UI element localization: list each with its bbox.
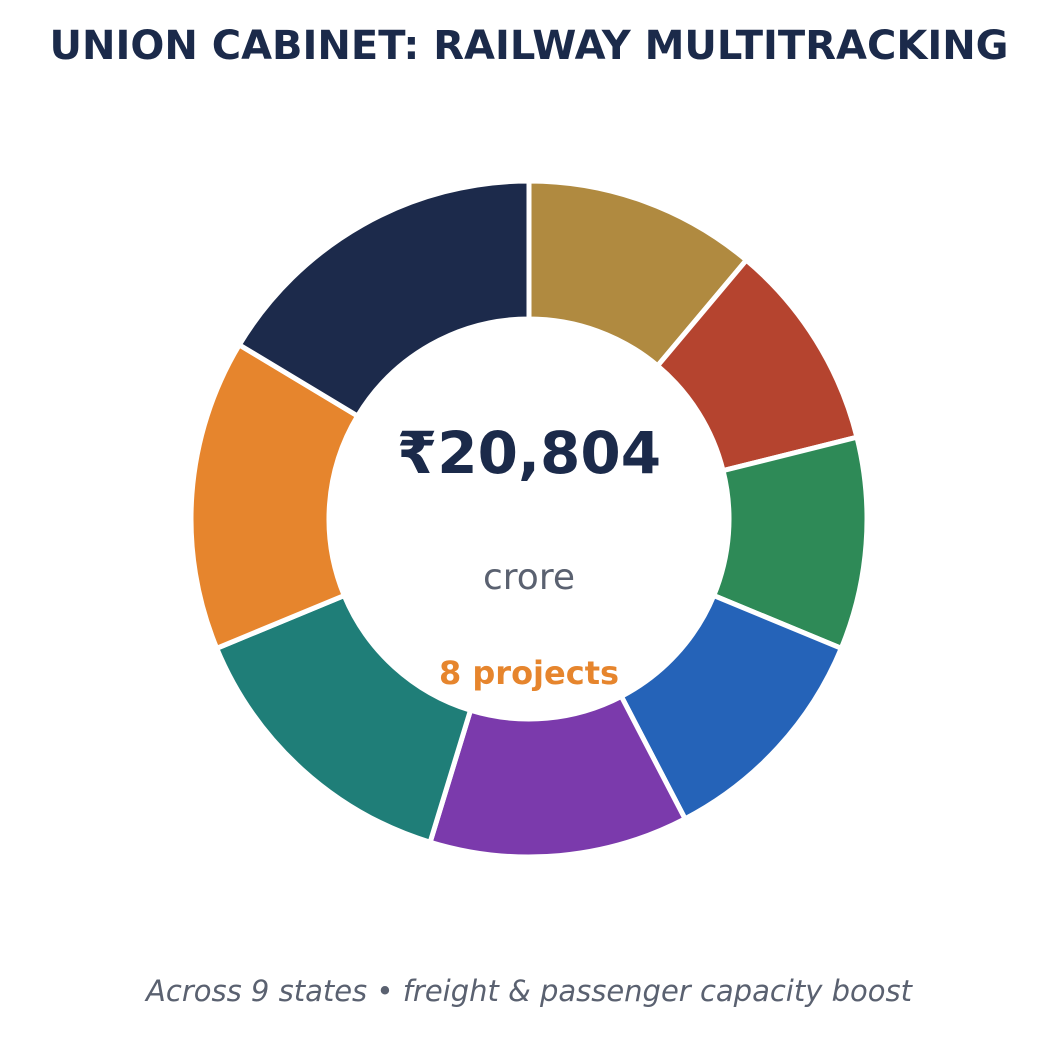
center-unit: crore bbox=[483, 557, 575, 598]
donut-slice bbox=[213, 592, 474, 846]
footer: Across 9 states • freight & passenger ca… bbox=[144, 974, 914, 1008]
chart-title: UNION CABINET: RAILWAY MULTITRACKING bbox=[49, 23, 1008, 69]
donut-slice bbox=[188, 341, 362, 652]
center-value: ₹20,804 bbox=[397, 419, 661, 487]
donut bbox=[188, 178, 870, 860]
donut-slice bbox=[235, 178, 532, 420]
center-note: 8 projects bbox=[439, 654, 619, 692]
